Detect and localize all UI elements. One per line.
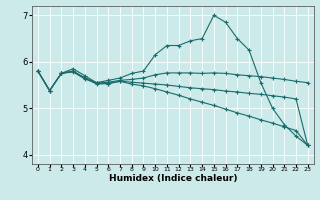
X-axis label: Humidex (Indice chaleur): Humidex (Indice chaleur) xyxy=(108,174,237,183)
